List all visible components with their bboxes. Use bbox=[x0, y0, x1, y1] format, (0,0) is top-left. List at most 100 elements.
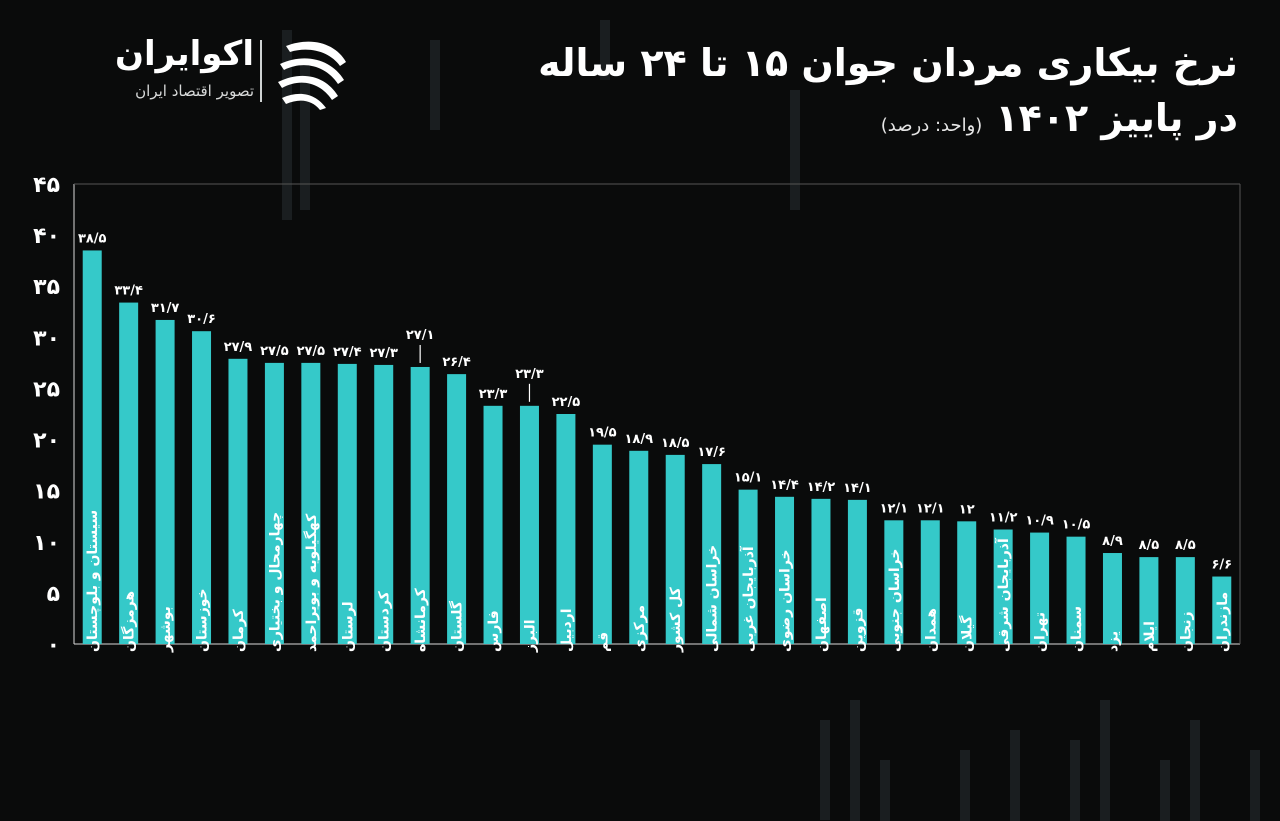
bar bbox=[775, 496, 795, 644]
data-label: ۳۸/۵ bbox=[78, 231, 107, 246]
bar bbox=[920, 520, 940, 644]
x-tick-label: سیستان و بلوچستان bbox=[85, 510, 101, 652]
brand-name: اکوایران bbox=[115, 34, 254, 74]
bar bbox=[1139, 557, 1159, 644]
bar bbox=[811, 498, 831, 644]
bar bbox=[337, 363, 357, 644]
y-tick-label: ۴۰ bbox=[33, 224, 60, 249]
decor-candle bbox=[1160, 760, 1170, 821]
data-label: ۸/۹ bbox=[1102, 534, 1123, 549]
x-tick-label: زنجان bbox=[1178, 611, 1194, 652]
bar bbox=[1175, 557, 1195, 644]
data-label: ۱۱/۲ bbox=[989, 511, 1018, 526]
x-tick-label: کرمانشاه bbox=[413, 587, 429, 652]
data-label: ۱۴/۱ bbox=[843, 481, 872, 496]
bar bbox=[483, 405, 503, 644]
bar bbox=[993, 529, 1013, 644]
decor-candle bbox=[960, 750, 970, 821]
bar bbox=[957, 521, 977, 644]
decor-candle bbox=[1100, 700, 1110, 821]
decor-candle bbox=[880, 760, 890, 821]
data-label: ۱۴/۲ bbox=[807, 480, 836, 495]
bar bbox=[665, 454, 685, 644]
bar bbox=[556, 414, 576, 644]
bar bbox=[1030, 532, 1050, 644]
decor-candle bbox=[1190, 720, 1200, 821]
x-tick-label: اصفهان bbox=[814, 597, 830, 652]
x-tick-label: خراسان رضوی bbox=[778, 549, 794, 652]
x-tick-label: بوشهر bbox=[158, 606, 174, 653]
decor-candle bbox=[282, 30, 292, 220]
y-tick-label: ۲۵ bbox=[33, 377, 60, 402]
bar bbox=[1212, 576, 1232, 644]
y-tick-label: ۳۰ bbox=[33, 326, 60, 351]
x-tick-label: گلستان bbox=[449, 600, 466, 652]
bar bbox=[301, 362, 321, 644]
chart-subtitle: در پاییز ۱۴۰۲ bbox=[995, 96, 1238, 140]
data-label: ۲۷/۹ bbox=[224, 340, 253, 355]
data-label: ۲۳/۳ bbox=[515, 367, 544, 382]
x-tick-label: اردبیل bbox=[559, 608, 575, 652]
decor-candle bbox=[850, 700, 860, 821]
x-tick-label: کهگیلویه و بویراحمد bbox=[303, 513, 320, 652]
data-label: ۱۴/۴ bbox=[770, 478, 799, 493]
data-label: ۱۸/۹ bbox=[625, 432, 654, 447]
data-label: ۲۷/۴ bbox=[333, 345, 362, 360]
data-label: ۳۰/۶ bbox=[187, 312, 216, 327]
data-label: ۲۷/۳ bbox=[369, 346, 398, 361]
x-tick-label: تهران bbox=[1033, 612, 1049, 652]
y-tick-label: ۰ bbox=[47, 633, 60, 658]
bar bbox=[738, 489, 758, 644]
bar bbox=[447, 374, 467, 644]
bar bbox=[374, 364, 394, 644]
data-label: ۲۲/۵ bbox=[552, 395, 581, 410]
bar bbox=[1102, 553, 1122, 644]
brand-tagline: تصویر اقتصاد ایران bbox=[135, 82, 254, 100]
x-tick-label: هرمزگان bbox=[121, 591, 138, 652]
x-tick-label: قم bbox=[595, 632, 611, 652]
x-tick-label: گیلان bbox=[959, 615, 976, 652]
y-tick-label: ۱۰ bbox=[33, 531, 60, 556]
x-tick-label: سمنان bbox=[1069, 606, 1085, 652]
bar bbox=[847, 499, 867, 644]
bar bbox=[228, 358, 248, 644]
chart-subtitle-row: در پاییز ۱۴۰۲ (واحد: درصد) bbox=[478, 96, 1238, 140]
x-tick-label: مرکزی bbox=[632, 605, 648, 652]
x-tick-label: البرز bbox=[522, 619, 538, 653]
bar bbox=[119, 302, 139, 644]
data-label: ۲۷/۵ bbox=[260, 344, 289, 359]
bar bbox=[264, 362, 284, 644]
bar bbox=[1066, 536, 1086, 644]
x-tick-label: فارس bbox=[486, 610, 502, 652]
y-tick-label: ۱۵ bbox=[33, 480, 60, 505]
bar bbox=[629, 450, 649, 644]
data-label: ۱۲/۱ bbox=[916, 501, 945, 516]
bar bbox=[884, 520, 904, 644]
x-tick-label: کردستان bbox=[377, 590, 393, 652]
chart-title: نرخ بیکاری مردان جوان ۱۵ تا ۲۴ ساله bbox=[538, 41, 1238, 85]
bar bbox=[702, 464, 722, 644]
bar bbox=[192, 331, 212, 644]
y-tick-label: ۳۵ bbox=[33, 275, 60, 300]
decor-candle bbox=[1070, 740, 1080, 821]
data-label: ۳۳/۴ bbox=[114, 284, 143, 299]
decor-candle bbox=[1010, 730, 1020, 821]
x-tick-label: کل کشور bbox=[668, 586, 684, 653]
bar bbox=[155, 319, 175, 644]
brand-mark-icon bbox=[278, 41, 346, 110]
x-tick-label: خوزستان bbox=[195, 588, 211, 652]
data-label: ۲۶/۴ bbox=[442, 355, 471, 370]
bar bbox=[410, 366, 430, 644]
x-tick-label: لرستان bbox=[340, 601, 356, 652]
bar bbox=[592, 444, 612, 644]
data-label: ۲۷/۵ bbox=[297, 344, 326, 359]
y-tick-label: ۲۰ bbox=[33, 429, 60, 454]
decor-candle bbox=[790, 90, 800, 210]
bar bbox=[519, 405, 539, 644]
unit-label: (واحد: درصد) bbox=[880, 115, 983, 136]
x-tick-label: ایلام bbox=[1142, 621, 1158, 652]
data-label: ۱۸/۵ bbox=[661, 436, 690, 451]
x-tick-label: خراسان جنوبی bbox=[887, 549, 903, 652]
x-tick-label: کرمان bbox=[231, 608, 247, 652]
